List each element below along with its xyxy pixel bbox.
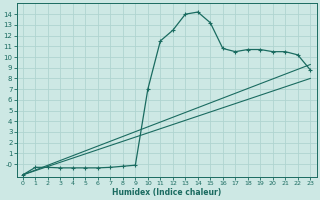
X-axis label: Humidex (Indice chaleur): Humidex (Indice chaleur) [112, 188, 221, 197]
